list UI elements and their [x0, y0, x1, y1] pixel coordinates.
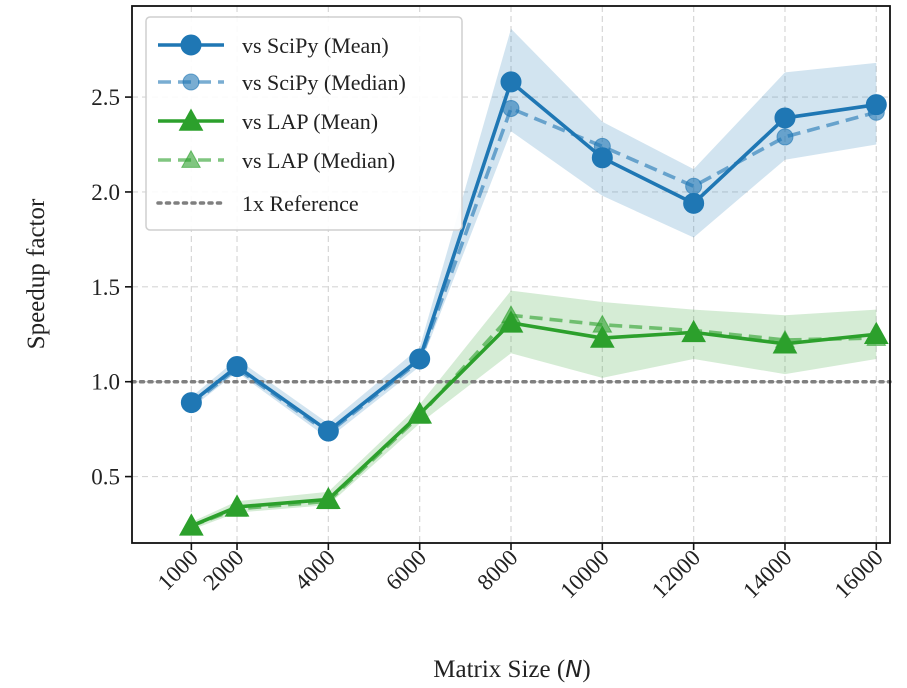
data-point [179, 513, 204, 536]
data-point [315, 486, 341, 510]
x-tick-label: 1000 [153, 545, 203, 595]
data-point [589, 325, 615, 348]
y-tick-label: 2.0 [91, 180, 120, 205]
data-point [226, 356, 248, 378]
data-point [591, 147, 613, 169]
confidence-band [191, 28, 877, 439]
x-axis-title: Matrix Size (N) [433, 656, 590, 683]
x-tick-label: 16000 [830, 545, 888, 603]
data-point [409, 348, 431, 370]
data-point [683, 192, 705, 214]
legend: vs SciPy (Mean) vs SciPy (Median) vs LAP (… [145, 16, 463, 231]
y-tick-label: 2.5 [91, 85, 120, 110]
legend-label: vs SciPy (Median) [242, 70, 406, 95]
x-tick-label: 12000 [647, 545, 705, 603]
y-axis-title: Speedup factor [23, 198, 50, 349]
x-tick-label: 10000 [556, 545, 614, 603]
data-point [224, 494, 250, 517]
data-point [863, 321, 889, 344]
y-tick-label: 1.5 [91, 275, 120, 300]
data-point [681, 319, 707, 343]
legend-marker [180, 149, 202, 168]
x-axis-title-close: ) [582, 656, 590, 683]
x-axis-title-variable: N [565, 657, 582, 683]
y-tick-label: 0.5 [91, 465, 120, 490]
data-point [685, 177, 703, 195]
x-tick-label: 14000 [738, 545, 796, 603]
x-axis-title-text: Matrix Size ( [433, 656, 565, 683]
series-line [190, 106, 877, 435]
x-tick-label: 8000 [472, 545, 522, 595]
legend-label: vs LAP (Mean) [242, 109, 378, 134]
data-point [772, 331, 798, 354]
x-tick-label: 6000 [381, 545, 431, 595]
legend-marker [178, 108, 204, 131]
data-point [407, 401, 433, 424]
legend-marker [182, 73, 200, 91]
data-point [498, 310, 524, 333]
legend-label: 1x Reference [242, 191, 359, 216]
data-point [865, 94, 887, 116]
data-point [317, 420, 339, 442]
legend-box [145, 16, 463, 231]
x-tick-label: 2000 [198, 545, 248, 595]
data-point [500, 71, 522, 93]
legend-label: vs SciPy (Mean) [242, 33, 389, 58]
data-point [776, 128, 794, 146]
legend-marker [180, 34, 202, 56]
y-tick-label: 1.0 [91, 370, 120, 395]
data-point [180, 392, 202, 414]
legend-label: vs LAP (Median) [242, 148, 395, 173]
data-point [774, 107, 796, 129]
series-lines [179, 71, 889, 536]
x-tick-label: 4000 [290, 545, 340, 595]
